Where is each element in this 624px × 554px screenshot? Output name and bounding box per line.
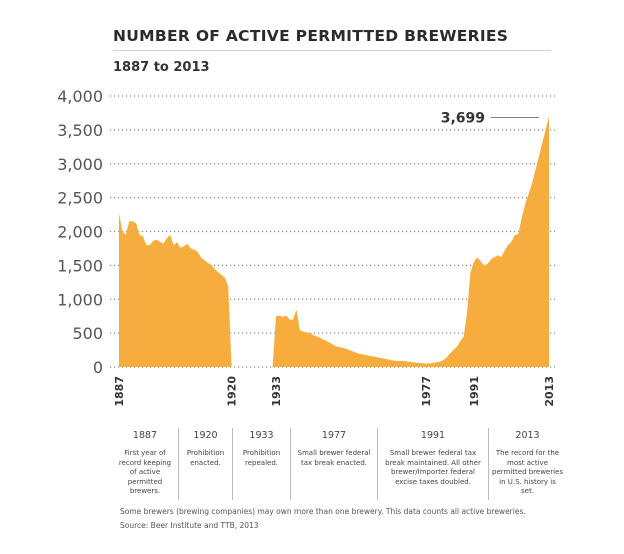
event-year: 1977 xyxy=(321,430,347,441)
event-description: Prohibition enacted. xyxy=(186,449,225,467)
event-1991: 1991 Small brewer federal tax break maint… xyxy=(377,428,488,500)
event-description: Prohibition repealed. xyxy=(242,449,281,467)
y-tick-label: 2,500 xyxy=(57,189,103,208)
chart-subtitle: 1887 to 2013 xyxy=(113,60,210,75)
x-tick-label: 1920 xyxy=(226,376,239,407)
y-tick-label: 1,000 xyxy=(57,290,103,309)
y-tick-label: 3,500 xyxy=(57,121,103,140)
event-1977: 1977 Small brewer federal tax break enact… xyxy=(290,428,377,500)
event-year: 1933 xyxy=(249,430,274,441)
breweries-area xyxy=(119,116,549,368)
event-description: The record for the most active permitted… xyxy=(492,449,564,495)
area-layer xyxy=(119,116,549,368)
event-description: Small brewer federal tax break maintaine… xyxy=(385,449,481,486)
event-year: 2013 xyxy=(515,430,540,441)
event-description: Small brewer federal tax break enacted. xyxy=(297,449,371,467)
event-year: 1991 xyxy=(420,430,446,441)
x-tick-label: 1933 xyxy=(270,376,283,407)
event-year: 1920 xyxy=(193,430,218,441)
y-tick-label: 0 xyxy=(93,358,103,377)
title-divider xyxy=(113,50,551,51)
breweries-area-chart: 05001,0001,5002,0002,5003,0003,5004,000 … xyxy=(57,87,556,407)
x-axis-ticks: 1887 1920 1933 1977 1991 2013 xyxy=(113,376,556,407)
annotation-layer: 3,699 xyxy=(441,110,539,126)
source-note: Source: Beer Institute and TTB, 2013 xyxy=(120,521,259,530)
event-1887: 1887 First year of record keeping of acti… xyxy=(112,428,178,500)
y-tick-label: 3,000 xyxy=(57,155,103,174)
event-description: First year of record keeping of active p… xyxy=(118,449,172,495)
event-year: 1887 xyxy=(132,430,158,441)
y-tick-label: 1,500 xyxy=(57,256,103,275)
y-axis-ticks: 0 500 1,000 1,500 2,000 2,500 3,000 3,500 4,000 xyxy=(57,87,103,377)
event-1933: 1933 Prohibition repealed. xyxy=(232,428,290,500)
x-tick-label: 1887 xyxy=(113,376,126,407)
x-tick-label: 1991 xyxy=(468,376,481,407)
peak-value-label: 3,699 xyxy=(441,110,485,126)
y-tick-label: 500 xyxy=(72,324,103,343)
x-tick-label: 1977 xyxy=(420,376,433,407)
x-tick-label: 2013 xyxy=(543,376,556,407)
y-tick-label: 4,000 xyxy=(57,87,103,106)
events-timeline: 1887 First year of record keeping of acti… xyxy=(112,428,566,500)
footnote: Some brewers (brewing companies) may own… xyxy=(120,507,526,516)
y-tick-label: 2,000 xyxy=(57,223,103,242)
event-1920: 1920 Prohibition enacted. xyxy=(178,428,232,500)
chart-title: NUMBER OF ACTIVE PERMITTED BREWERIES xyxy=(113,27,509,45)
event-2013: 2013 The record for the most active permi… xyxy=(488,428,566,500)
